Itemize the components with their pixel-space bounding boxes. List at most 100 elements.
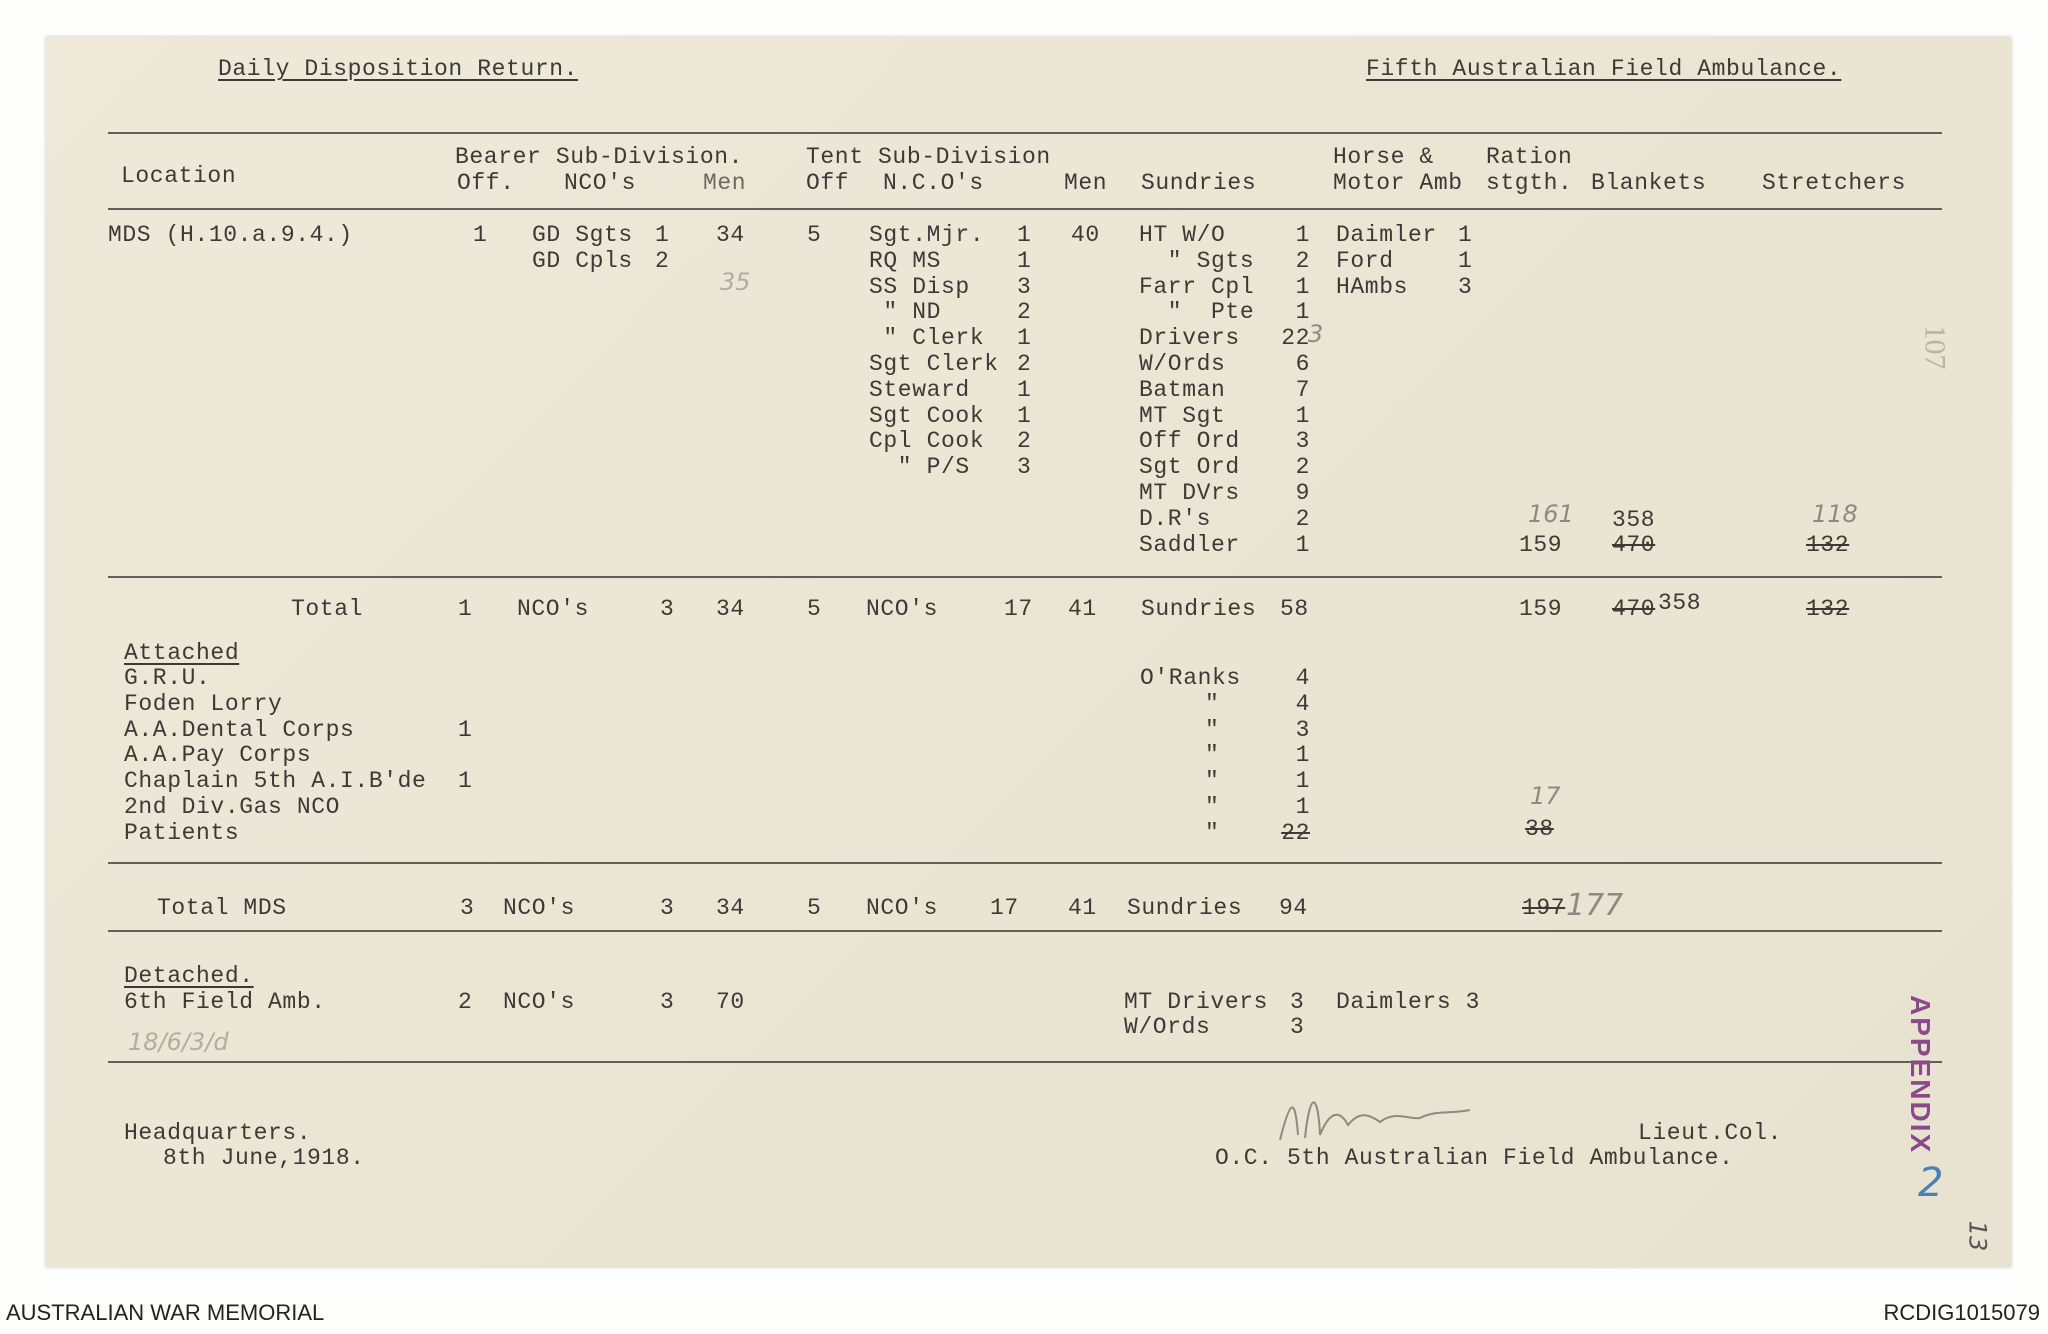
ditto-mark: " (1205, 819, 1220, 846)
attached-off: 1 (458, 768, 473, 795)
sundry-count: 9 (1295, 480, 1310, 506)
attached-other-ranks-label: O'Ranks (1140, 665, 1241, 691)
tent-nco-count: 1 (1017, 247, 1032, 274)
total-mds-sundries: 94 (1279, 895, 1308, 921)
vehicle-count: 3 (1458, 273, 1473, 300)
hq-date: 8th June,1918. (163, 1145, 365, 1171)
ditto-mark: " (1205, 742, 1220, 769)
total-mds-label: Total MDS (157, 895, 287, 921)
total-bearer-off: 1 (458, 596, 473, 622)
sundry-count: 1 (1295, 402, 1310, 429)
sundry-name: MT Sgt (1139, 402, 1226, 429)
detached-sundry-count: 3 (1290, 1014, 1305, 1040)
col-bearer-off: Off. (457, 170, 515, 196)
rule-attached (108, 862, 1942, 864)
attached-unit: Chaplain 5th A.I.B'de (124, 768, 427, 795)
detached-heading: Detached. (124, 963, 254, 989)
col-motor-amb: Motor Amb (1333, 170, 1463, 196)
mds-tent-men: 40 (1071, 222, 1100, 248)
ditto-mark: " (1205, 794, 1220, 820)
detached-sundry-name: W/Ords (1124, 1014, 1211, 1040)
unit-name: Fifth Australian Field Ambulance. (1366, 56, 1842, 82)
tent-nco-rank: SS Disp (869, 273, 970, 300)
sundry-count: 1 (1295, 273, 1310, 300)
col-tent-off: Off (806, 170, 850, 196)
tent-nco-rank: Sgt.Mjr. (869, 222, 985, 248)
total-bearer-nco: 3 (660, 596, 675, 622)
page-number: 13 (1963, 1220, 1992, 1252)
sundry-name: Batman (1139, 376, 1226, 403)
total-tent-nco-label: NCO's (866, 596, 939, 622)
sundry-name: Farr Cpl (1139, 273, 1255, 300)
bearer-nco-rank: GD Cpls (532, 247, 633, 274)
col-horse: Horse & (1333, 144, 1434, 170)
tent-nco-rank: Sgt Cook (869, 402, 985, 429)
detached-sundry-count: 3 (1290, 989, 1305, 1015)
tent-nco-rank: Sgt Clerk (869, 351, 999, 377)
pencil-detached-note: 18/6/3/d (128, 1028, 229, 1056)
detached-name: 6th Field Amb. (124, 989, 326, 1015)
total-mds-bearer-men: 34 (716, 895, 745, 921)
sundry-name: HT W/O (1139, 222, 1226, 248)
total-tent-men: 41 (1068, 596, 1097, 622)
tent-nco-rank: RQ MS (869, 247, 942, 274)
signatory-title: O.C. 5th Australian Field Ambulance. (1215, 1145, 1734, 1171)
attached-off: 1 (458, 716, 473, 743)
archive-id: RCDIG1015079 (1883, 1300, 2040, 1325)
total-mds-bearer-nco: 3 (660, 895, 675, 921)
sundry-count: 22 (1281, 325, 1310, 352)
tent-nco-count: 1 (1017, 222, 1032, 248)
mds-bearer-men: 34 (716, 222, 745, 248)
pencil-bearer-men: 35 (720, 268, 751, 296)
sundry-count: 1 (1295, 222, 1310, 248)
total-tent-nco: 17 (1004, 596, 1033, 622)
attached-count: 22 (1281, 819, 1310, 846)
sundry-name: Drivers (1139, 325, 1240, 352)
col-bearer-nco: NCO's (564, 170, 637, 196)
col-ration-stgth: stgth. (1486, 170, 1573, 196)
sundry-name: " Sgts (1139, 247, 1255, 274)
signature (1279, 1101, 1471, 1141)
pencil-blankets: 358 (1612, 507, 1656, 533)
rule-total (108, 576, 1942, 578)
appendix-number: 2 (1918, 1160, 1944, 1206)
ditto-mark: " (1205, 690, 1220, 717)
ditto-mark: " (1205, 716, 1220, 743)
tent-nco-rank: Steward (869, 376, 970, 403)
attached-count: 4 (1295, 665, 1310, 691)
attached-unit: Patients (124, 819, 240, 846)
sundry-count: 2 (1295, 505, 1310, 532)
mds-ration: 159 (1519, 532, 1563, 558)
sundry-name: Sgt Ord (1139, 454, 1240, 481)
pencil-patients-new: 17 (1530, 782, 1561, 810)
col-location: Location (121, 163, 237, 189)
total-mds-tent-men: 41 (1068, 895, 1097, 921)
col-ration: Ration (1486, 144, 1573, 170)
sundry-name: MT DVrs (1139, 480, 1240, 506)
hq-label: Headquarters. (124, 1120, 312, 1146)
bearer-nco-count: 1 (655, 222, 670, 248)
attached-unit: A.A.Dental Corps (124, 716, 355, 743)
detached-nco-label: NCO's (503, 989, 576, 1015)
col-tent-nco: N.C.O's (883, 170, 984, 196)
pencil-stretchers: 118 (1812, 500, 1858, 528)
rule-bottom (108, 1061, 1942, 1063)
mds-stretchers: 132 (1806, 532, 1850, 558)
sundry-count: 2 (1295, 247, 1310, 274)
archive-name: AUSTRALIAN WAR MEMORIAL (6, 1300, 325, 1325)
sundry-count: 1 (1295, 531, 1310, 558)
total-mds-tent-off: 5 (807, 895, 822, 921)
ditto-mark: " (1205, 768, 1220, 795)
sundry-count: 1 (1295, 299, 1310, 326)
mds-bearer-off: 1 (473, 222, 488, 248)
pencil-drivers: 3 (1308, 320, 1324, 348)
tent-nco-count: 2 (1017, 299, 1032, 326)
col-tent: Tent Sub-Division (806, 144, 1051, 170)
tent-nco-rank: " Clerk (869, 325, 985, 352)
bearer-nco-rank: GD Sgts (532, 222, 633, 248)
appendix-stamp: APPENDIX (1905, 995, 1936, 1155)
tent-nco-count: 3 (1017, 273, 1032, 300)
sundry-name: " Pte (1139, 299, 1255, 326)
vehicle-name: Daimler (1336, 222, 1437, 248)
sundry-name: W/Ords (1139, 351, 1226, 377)
